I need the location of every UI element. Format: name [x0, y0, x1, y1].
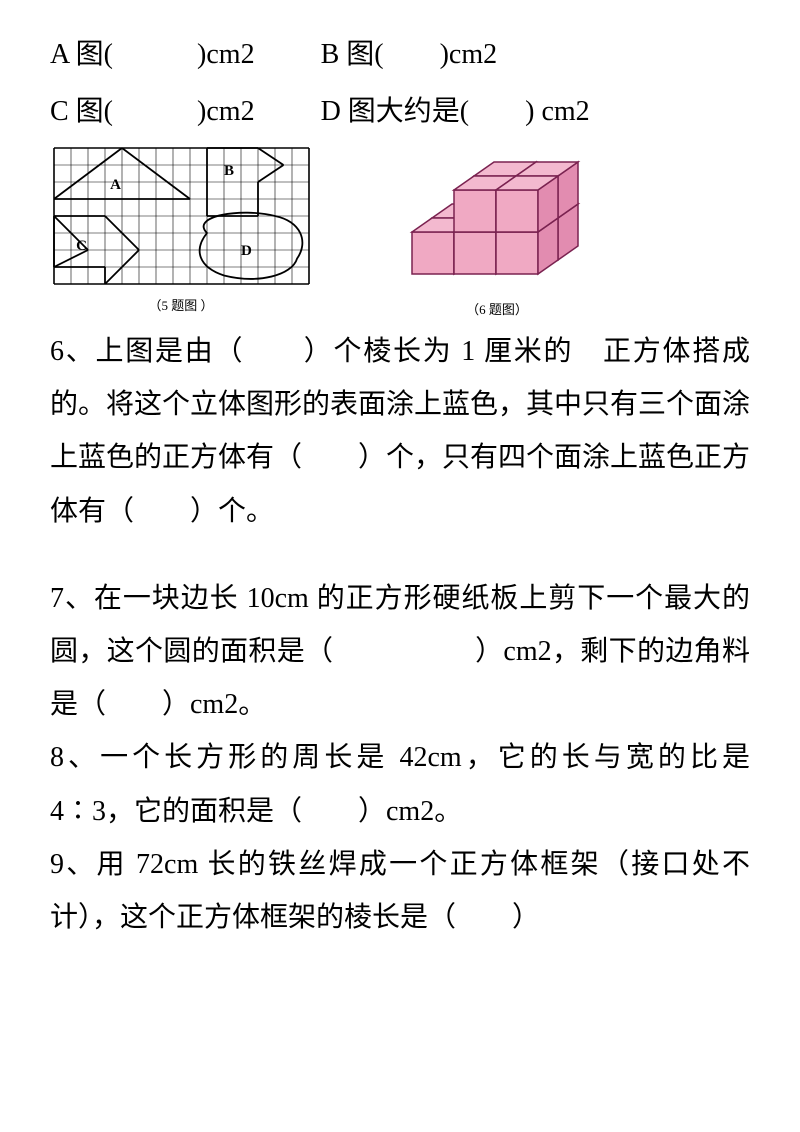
q6-text: 6、上图是由（ ）个棱长为 1 厘米的 正方体搭成的。将这个立体图形的表面涂上蓝…: [50, 325, 750, 538]
cube-diagram: [382, 144, 612, 294]
q5-b-suffix: )cm2: [440, 39, 498, 70]
q5-a-blank[interactable]: [113, 28, 197, 81]
q6-figure: （6 题图）: [382, 144, 612, 323]
grid-diagram: A B C D: [50, 144, 312, 290]
q9-text: 9、用 72cm 长的铁丝焊成一个正方体框架（接口处不计），这个正方体框架的棱长…: [50, 838, 750, 944]
svg-text:B: B: [224, 164, 234, 180]
q5-line-ab: A 图( )cm2 B 图( )cm2: [50, 28, 750, 81]
q6-caption: （6 题图）: [466, 298, 528, 323]
q5-c-blank[interactable]: [113, 85, 197, 138]
q5-b-prefix: B 图(: [321, 39, 384, 70]
figures-row: A B C D （5 题图 ） （6 题图）: [50, 144, 750, 323]
q5-c-prefix: C 图(: [50, 96, 113, 127]
svg-text:A: A: [110, 177, 121, 193]
q5-a-suffix: )cm2: [197, 39, 255, 70]
q5-a-prefix: A 图(: [50, 39, 113, 70]
svg-text:C: C: [76, 238, 87, 254]
q5-d-suffix: ) cm2: [525, 96, 590, 127]
q5-b-blank[interactable]: [384, 28, 440, 81]
q5-figure: A B C D （5 题图 ）: [50, 144, 312, 319]
q5-caption: （5 题图 ）: [148, 294, 213, 319]
q5-d-blank[interactable]: [469, 85, 525, 138]
q5-d-prefix: D 图大约是(: [321, 96, 470, 127]
svg-text:D: D: [241, 243, 252, 259]
q5-c-suffix: )cm2: [197, 96, 255, 127]
q5-line-cd: C 图( )cm2 D 图大约是( ) cm2: [50, 85, 750, 138]
q8-text: 8、一个长方形的周长是 42cm，它的长与宽的比是 4∶3，它的面积是（ ）cm…: [50, 731, 750, 837]
q7-text: 7、在一块边长 10cm 的正方形硬纸板上剪下一个最大的圆，这个圆的面积是（ ）…: [50, 572, 750, 732]
